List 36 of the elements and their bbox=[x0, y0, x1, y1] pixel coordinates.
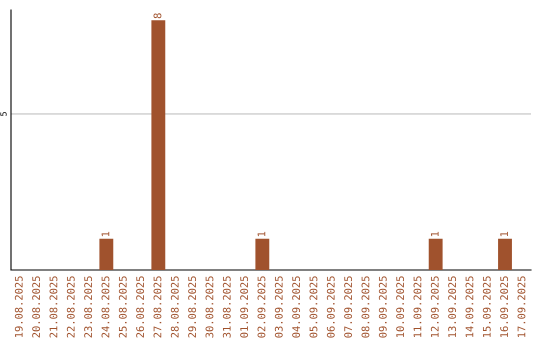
x-tick-label: 21.08.2025 bbox=[50, 276, 58, 338]
x-tick-label: 15.09.2025 bbox=[482, 276, 491, 338]
x-tick-label: 19.08.2025 bbox=[14, 276, 23, 338]
x-tick-label: 04.09.2025 bbox=[292, 276, 300, 338]
x-tick-label: 06.09.2025 bbox=[326, 276, 335, 338]
x-tick-label: 01.09.2025 bbox=[240, 276, 248, 338]
x-tick-label: 13.09.2025 bbox=[448, 276, 456, 338]
x-tick-label: 08.09.2025 bbox=[362, 276, 370, 338]
y-tick-label: 5 bbox=[0, 112, 7, 116]
x-tick-label: 10.09.2025 bbox=[396, 276, 404, 338]
x-tick-label: 12.09.2025 bbox=[430, 276, 439, 338]
x-tick-label: 02.09.2025 bbox=[258, 276, 266, 338]
data-label: 1 bbox=[258, 232, 266, 236]
x-tick-label: 11.09.2025 bbox=[414, 276, 422, 338]
x-tick-label: 09.09.2025 bbox=[378, 276, 387, 338]
x-tick-label: 31.08.2025 bbox=[222, 276, 231, 338]
x-tick-label: 29.08.2025 bbox=[188, 276, 196, 338]
x-tick-label: 28.08.2025 bbox=[170, 276, 179, 338]
x-tick-label: 23.08.2025 bbox=[84, 276, 92, 338]
x-tick-label: 05.09.2025 bbox=[310, 276, 318, 338]
data-label: 1 bbox=[500, 232, 508, 236]
x-tick-label: 25.08.2025 bbox=[118, 276, 127, 338]
data-label: 8 bbox=[154, 13, 162, 18]
data-label: 1 bbox=[102, 232, 110, 236]
x-tick-label: 27.08.2025 bbox=[154, 276, 162, 338]
x-tick-label: 07.09.2025 bbox=[344, 276, 352, 338]
x-tick-label: 17.09.2025 bbox=[518, 276, 526, 338]
data-label: 1 bbox=[430, 232, 439, 236]
x-tick-label: 03.09.2025 bbox=[274, 276, 283, 338]
x-tick-label: 22.08.2025 bbox=[66, 276, 75, 338]
x-tick-label: 20.08.2025 bbox=[32, 276, 40, 338]
x-tick-label: 26.08.2025 bbox=[136, 276, 144, 338]
x-tick-label: 16.09.2025 bbox=[500, 276, 508, 338]
x-tick-label: 24.08.2025 bbox=[102, 276, 110, 338]
x-tick-label: 14.09.2025 bbox=[466, 276, 474, 338]
x-tick-label: 30.08.2025 bbox=[206, 276, 214, 338]
